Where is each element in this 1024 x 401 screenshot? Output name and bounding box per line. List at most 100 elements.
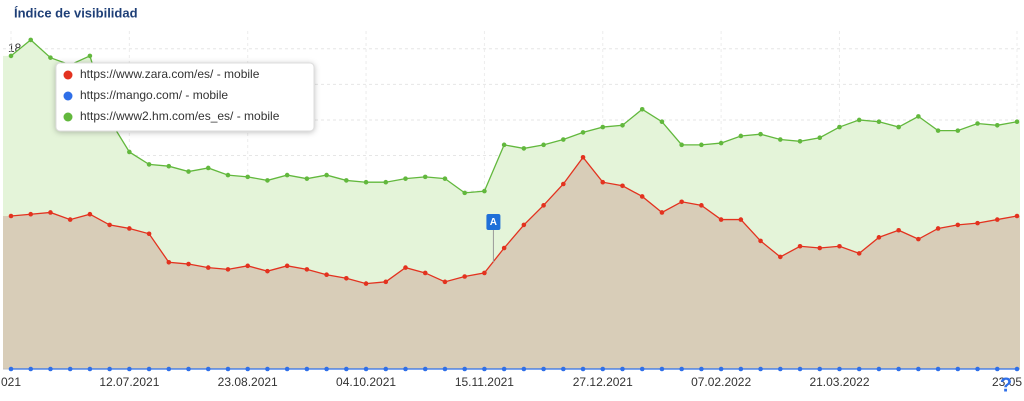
data-point xyxy=(777,366,783,372)
data-point xyxy=(383,279,389,285)
data-point xyxy=(955,128,961,133)
data-point xyxy=(166,366,172,372)
legend-label: https://www2.hm.com/es_es/ - mobile xyxy=(80,109,280,123)
data-point xyxy=(8,213,14,219)
data-point xyxy=(856,117,862,123)
data-point xyxy=(205,366,211,372)
data-point xyxy=(541,203,546,208)
data-point xyxy=(284,172,290,178)
data-point xyxy=(422,270,428,276)
data-point xyxy=(28,366,34,372)
x-tick-label: 021 xyxy=(1,375,21,389)
data-point xyxy=(225,172,231,178)
data-point xyxy=(600,179,606,185)
data-point xyxy=(8,53,14,59)
data-point xyxy=(48,366,53,372)
data-point xyxy=(639,194,645,199)
data-point xyxy=(482,270,487,276)
annotation-label: A xyxy=(490,217,497,228)
data-point xyxy=(87,53,93,59)
data-point xyxy=(146,231,152,237)
data-point xyxy=(324,172,329,178)
data-point xyxy=(620,183,625,189)
data-point xyxy=(699,203,704,208)
data-point xyxy=(403,265,408,270)
data-point xyxy=(284,263,290,269)
data-point xyxy=(896,366,901,372)
data-point xyxy=(837,243,842,249)
data-point xyxy=(856,366,862,372)
data-point xyxy=(718,217,724,222)
data-point xyxy=(541,142,546,148)
data-point xyxy=(679,142,684,148)
data-point xyxy=(304,267,310,272)
data-point xyxy=(975,121,980,126)
data-point xyxy=(363,179,369,185)
data-point xyxy=(699,366,704,372)
data-point xyxy=(403,366,408,372)
data-point xyxy=(561,137,566,142)
data-point xyxy=(245,366,251,372)
data-point xyxy=(304,176,310,181)
plot-area: 2468101214161802112.07.202123.08.202104.… xyxy=(1,31,1022,389)
data-point xyxy=(107,366,112,372)
data-point xyxy=(225,366,231,372)
data-point xyxy=(324,272,329,278)
data-point xyxy=(521,146,527,151)
x-tick-label: 04.10.2021 xyxy=(336,375,396,389)
data-point xyxy=(28,211,34,217)
data-point xyxy=(67,217,73,222)
data-point xyxy=(975,366,980,372)
data-point xyxy=(561,366,566,372)
data-point xyxy=(48,210,53,215)
data-point xyxy=(87,366,93,372)
series-line xyxy=(10,156,1018,285)
data-point xyxy=(344,275,349,281)
data-point xyxy=(699,142,704,148)
data-point xyxy=(679,366,684,372)
data-point xyxy=(127,226,132,231)
data-point xyxy=(580,130,586,135)
data-point xyxy=(265,178,270,183)
data-point xyxy=(442,279,448,285)
data-point xyxy=(205,165,211,171)
data-point xyxy=(955,366,961,372)
data-point xyxy=(383,179,389,185)
data-point xyxy=(521,366,527,372)
annotation-flag xyxy=(486,214,501,230)
chart-title: Índice de visibilidad xyxy=(14,5,138,20)
legend-marker xyxy=(63,91,73,101)
data-point xyxy=(363,281,369,286)
data-point xyxy=(442,366,448,372)
data-point xyxy=(462,366,467,372)
help-icon[interactable]: ? xyxy=(1000,374,1012,396)
data-point xyxy=(679,199,684,205)
data-point xyxy=(28,37,34,43)
x-tick-label: 07.02.2022 xyxy=(691,375,751,389)
data-point xyxy=(501,245,507,251)
legend-marker xyxy=(63,70,73,80)
data-point xyxy=(225,267,231,272)
data-point xyxy=(245,174,251,180)
data-point xyxy=(659,210,665,215)
data-point xyxy=(324,366,329,372)
data-point xyxy=(186,366,191,372)
data-point xyxy=(856,251,862,256)
data-point xyxy=(580,155,586,160)
data-point xyxy=(916,114,921,119)
data-point xyxy=(265,268,270,274)
data-point xyxy=(837,124,842,130)
data-point xyxy=(935,366,941,372)
data-point xyxy=(383,366,389,372)
data-point xyxy=(876,235,882,240)
data-point xyxy=(1014,119,1020,125)
legend-label: https://www.zara.com/es/ - mobile xyxy=(80,67,260,81)
x-tick-label: 12.07.2021 xyxy=(99,375,159,389)
data-point xyxy=(501,366,507,372)
data-point xyxy=(462,190,467,196)
data-point xyxy=(797,243,803,249)
data-point xyxy=(482,366,487,372)
data-point xyxy=(955,222,961,228)
legend-marker xyxy=(63,112,73,122)
